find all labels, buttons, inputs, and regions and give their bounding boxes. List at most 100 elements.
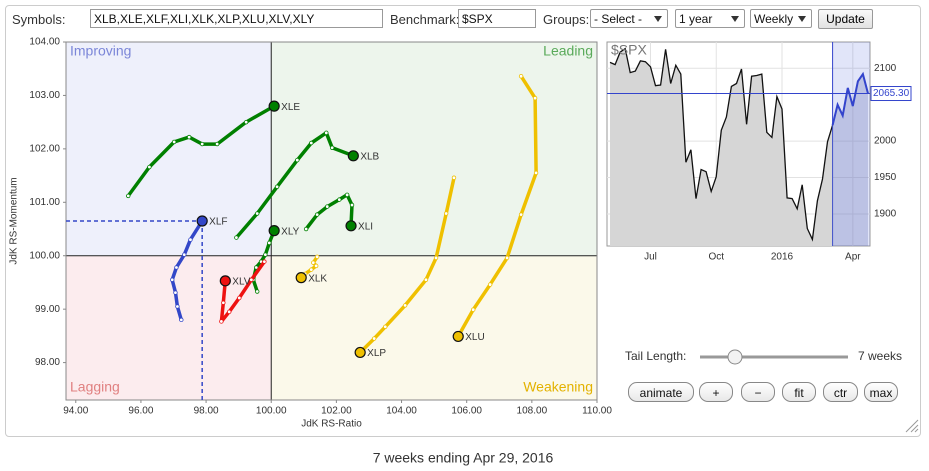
price-level-box — [870, 86, 912, 102]
y-axis-title: JdK RS-Momentum — [9, 177, 20, 264]
plus-button[interactable]: + — [699, 382, 733, 402]
tail-point — [303, 226, 309, 232]
y-tick-label: 102.00 — [29, 144, 60, 155]
x-tick-label: Jul — [644, 252, 657, 263]
tail-point — [186, 134, 192, 140]
tail-point — [147, 164, 152, 170]
tail-point — [221, 300, 226, 305]
x-tick-label: 106.00 — [451, 406, 482, 417]
tail-point — [173, 290, 178, 295]
series-label: XLY — [281, 226, 299, 237]
tail-length-label: Tail Length: — [625, 349, 686, 363]
series-label: XLV — [232, 276, 250, 287]
x-axis-title: JdK RS-Ratio — [301, 419, 362, 430]
tail-point — [219, 319, 224, 324]
tail-point — [314, 212, 320, 217]
fit-button[interactable]: fit — [782, 382, 816, 402]
tail-point — [383, 324, 388, 329]
period-select[interactable]: 1 year — [675, 9, 745, 28]
series-label: XLB — [360, 151, 379, 162]
quadrant-label: Leading — [543, 43, 593, 59]
tail-point — [188, 237, 193, 242]
tail-line — [126, 104, 276, 198]
tail-length-value: 7 weeks — [858, 349, 902, 363]
y-tick-label: 100.00 — [29, 250, 60, 261]
tail-point — [199, 141, 205, 147]
tail-point — [227, 309, 232, 315]
series-label: XLF — [209, 217, 227, 228]
price-line — [831, 71, 869, 126]
series-label: XLE — [281, 102, 300, 113]
symbols-input[interactable]: XLB,XLE,XLF,XLI,XLK,XLP,XLU,XLV,XLY — [90, 9, 383, 28]
tail-line — [170, 219, 204, 322]
quadrant-weakening — [271, 255, 597, 400]
minus-button[interactable]: − — [741, 382, 775, 402]
head-point — [347, 150, 359, 162]
tail-point — [433, 255, 439, 261]
head-point — [196, 215, 208, 227]
interval-value: Weekly — [754, 12, 794, 26]
benchmark-input[interactable]: $SPX — [458, 9, 536, 28]
tail-point — [214, 141, 220, 147]
symbols-label: Symbols: — [12, 12, 66, 27]
update-button[interactable]: Update — [818, 9, 873, 29]
x-tick-label: 96.00 — [128, 406, 153, 417]
tail-point — [487, 282, 493, 287]
quadrant-label: Weakening — [523, 379, 593, 395]
tail-point — [329, 145, 335, 150]
caption: 7 weeks ending Apr 29, 2016 — [373, 450, 554, 466]
tail-point — [169, 277, 175, 282]
tail-point — [267, 240, 272, 246]
y-tick-label: 99.00 — [35, 304, 60, 315]
head-point — [345, 220, 357, 232]
slider-thumb[interactable] — [727, 349, 743, 365]
groups-select[interactable]: - Select - — [590, 9, 668, 28]
x-tick-label: 102.00 — [321, 406, 352, 417]
y-tick-label: 2000 — [874, 136, 897, 147]
x-tick-label: 104.00 — [386, 406, 417, 417]
tail-point — [311, 260, 316, 265]
tail-point — [371, 336, 377, 341]
resize-grip[interactable] — [905, 419, 919, 433]
x-tick-label: 108.00 — [517, 406, 548, 417]
ctr-button[interactable]: ctr — [823, 382, 858, 402]
interval-select[interactable]: Weekly — [750, 9, 812, 28]
groups-label: Groups: — [543, 12, 590, 27]
head-point — [268, 225, 280, 237]
tail-point — [309, 140, 314, 146]
tail-point — [274, 184, 280, 190]
tail-point — [313, 263, 319, 269]
animate-button[interactable]: animate — [628, 382, 694, 402]
quadrant-label: Improving — [70, 43, 131, 59]
tail-point — [182, 252, 187, 257]
max-button[interactable]: max — [864, 382, 898, 402]
series-label: XLP — [367, 348, 386, 359]
tail-point — [175, 304, 180, 309]
groups-value: - Select - — [594, 12, 643, 26]
quadrant-leading — [271, 42, 597, 256]
tail-point — [174, 265, 179, 270]
tail-line — [358, 175, 456, 355]
tail-point — [234, 235, 239, 240]
price-level-label: 2065.30 — [873, 88, 910, 99]
tail-point — [532, 95, 538, 101]
panel — [5, 5, 921, 437]
y-tick-label: 101.00 — [29, 197, 60, 208]
y-tick-label: 104.00 — [29, 37, 60, 48]
spx-chart: Jul Oct 2016 Apr 1900 1950 2000 2100 2065.30 $SPX — [606, 41, 912, 263]
x-tick-label: Apr — [845, 252, 861, 263]
y-tick-label: 98.00 — [35, 357, 60, 368]
series-label: XLU — [465, 332, 484, 343]
tail-point — [243, 119, 249, 125]
tail-point — [262, 259, 267, 264]
x-tick-label: 110.00 — [582, 406, 612, 417]
head-point — [452, 330, 464, 343]
y-tick-label: 1950 — [874, 172, 897, 183]
quadrant-label: Lagging — [70, 379, 120, 395]
head-point — [295, 272, 307, 284]
x-tick-label: 2016 — [771, 252, 794, 263]
tail-point — [309, 267, 314, 272]
tail-point — [402, 303, 408, 308]
